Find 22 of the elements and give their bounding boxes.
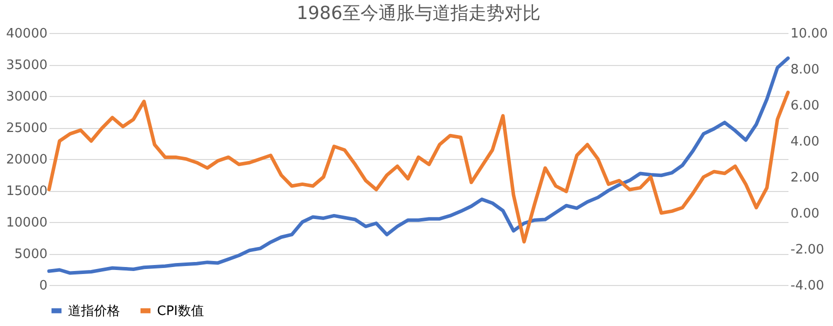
line-series [47,56,790,275]
y-tick-label: 10000 [6,216,48,230]
line-series [47,90,790,244]
y-tick-label: 0 [39,278,48,294]
y2-tick-label: 10.00 [790,26,828,42]
y-tick-label: 40000 [6,26,48,42]
y2-tick-label: 8.00 [790,62,820,78]
y2-tick-label: -4.00 [790,278,824,294]
y-tick-label: 30000 [6,90,48,104]
y-tick-label: 25000 [6,121,48,136]
y2-tick-label: 6.00 [790,98,820,114]
y-tick-label: 5000 [14,247,48,262]
y-tick-label: 20000 [6,152,48,168]
y-tick-label: 35000 [6,58,48,73]
y2-tick-label: 0.00 [790,206,820,222]
y2-tick-label: 4.00 [790,134,820,150]
chart-title: 1986至今通胀与道指走势对比 [296,3,540,24]
legend-label: CPI数值 [157,304,204,319]
y2-tick-label: 2.00 [790,170,820,186]
y2-tick-label: -2.00 [790,242,824,258]
y-tick-label: 15000 [6,184,48,199]
legend-label: 道指价格 [68,304,120,319]
